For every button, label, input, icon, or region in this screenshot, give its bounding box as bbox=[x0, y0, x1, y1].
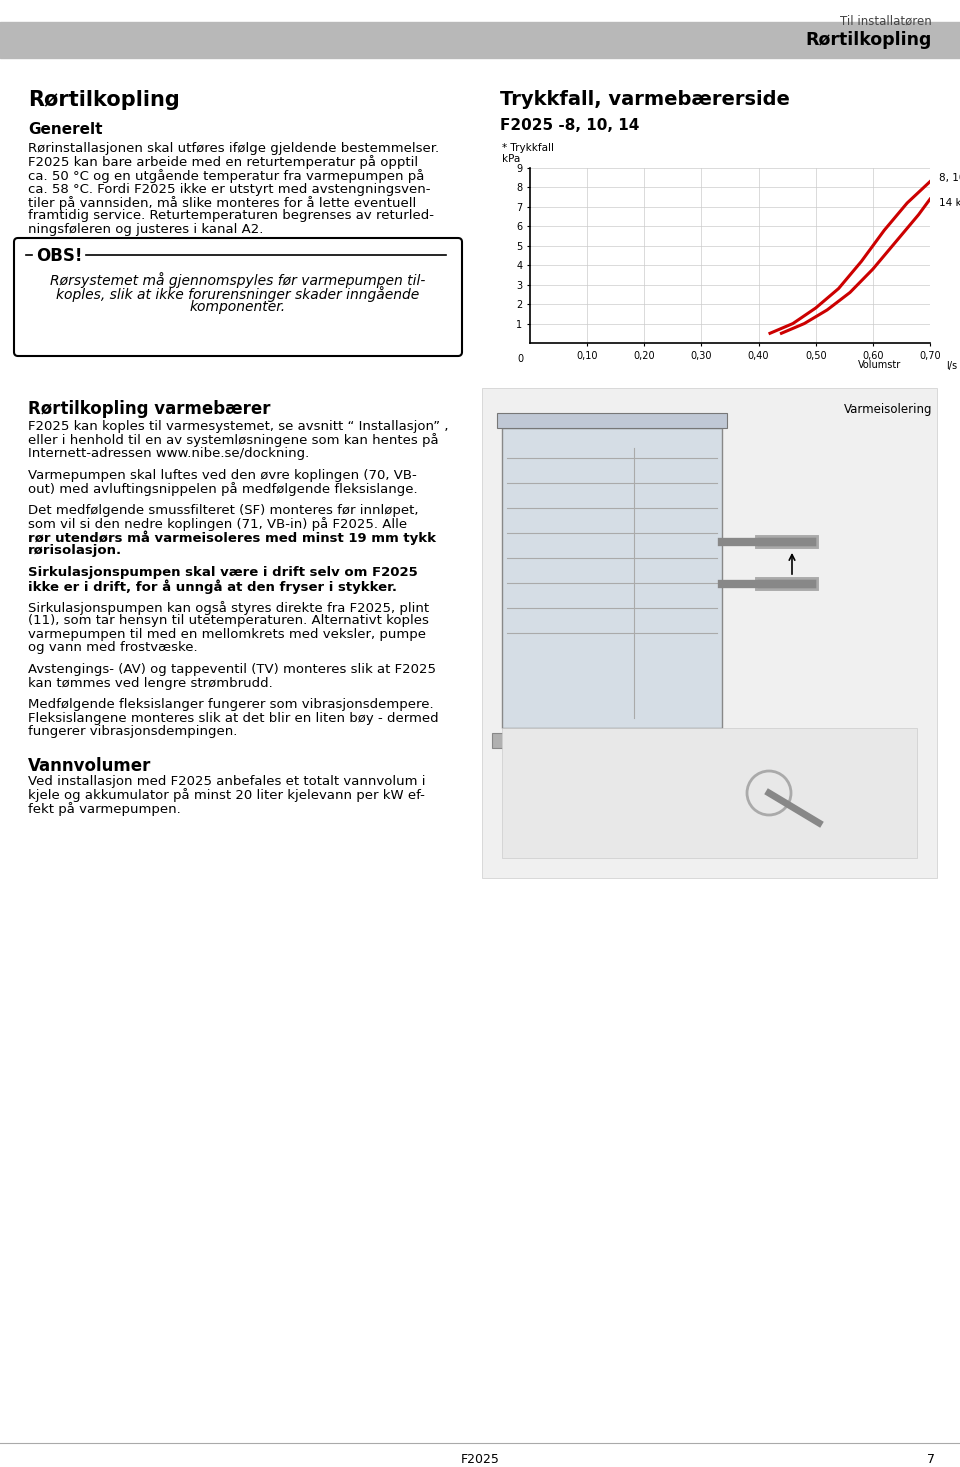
FancyBboxPatch shape bbox=[14, 238, 462, 356]
Text: Til installatøren: Til installatøren bbox=[840, 15, 932, 28]
Text: varmepumpen til med en mellomkrets med veksler, pumpe: varmepumpen til med en mellomkrets med v… bbox=[28, 628, 426, 641]
Text: Vannvolumer: Vannvolumer bbox=[28, 757, 152, 775]
Text: rørisolasjon.: rørisolasjon. bbox=[28, 544, 122, 557]
Bar bbox=[502, 428, 722, 728]
Text: Volumstr: Volumstr bbox=[858, 361, 901, 371]
Text: fungerer vibrasjonsdempingen.: fungerer vibrasjonsdempingen. bbox=[28, 725, 237, 738]
Bar bbox=[482, 387, 937, 879]
Text: kjele og akkumulator på minst 20 liter kjelevann per kW ef-: kjele og akkumulator på minst 20 liter k… bbox=[28, 788, 425, 802]
Text: 0: 0 bbox=[517, 354, 524, 364]
Text: som vil si den nedre koplingen (71, VB-in) på F2025. Alle: som vil si den nedre koplingen (71, VB-i… bbox=[28, 518, 407, 531]
Bar bbox=[502, 728, 917, 858]
Text: F2025 kan bare arbeide med en returtemperatur på opptil: F2025 kan bare arbeide med en returtempe… bbox=[28, 156, 419, 170]
Text: kan tømmes ved lengre strømbrudd.: kan tømmes ved lengre strømbrudd. bbox=[28, 676, 273, 689]
Text: komponenter.: komponenter. bbox=[190, 299, 286, 314]
Text: (11), som tar hensyn til utetemperaturen. Alternativt koples: (11), som tar hensyn til utetemperaturen… bbox=[28, 615, 429, 628]
Text: F2025 -8, 10, 14: F2025 -8, 10, 14 bbox=[500, 117, 639, 133]
Text: F2025: F2025 bbox=[461, 1452, 499, 1466]
Text: Rørtilkopling varmebærer: Rørtilkopling varmebærer bbox=[28, 400, 271, 418]
Text: out) med avluftingsnippelen på medfølgende fleksislange.: out) med avluftingsnippelen på medfølgen… bbox=[28, 483, 418, 496]
Text: Medfølgende fleksislanger fungerer som vibrasjonsdempere.: Medfølgende fleksislanger fungerer som v… bbox=[28, 698, 434, 711]
Text: Generelt: Generelt bbox=[28, 122, 103, 136]
Text: Rørinstallasjonen skal utføres ifølge gjeldende bestemmelser.: Rørinstallasjonen skal utføres ifølge gj… bbox=[28, 142, 439, 156]
Text: rør utendørs må varmeisoleres med minst 19 mm tykk: rør utendørs må varmeisoleres med minst … bbox=[28, 531, 436, 546]
Bar bbox=[0, 22, 960, 59]
Text: ca. 58 °C. Fordi F2025 ikke er utstyrt med avstengningsven-: ca. 58 °C. Fordi F2025 ikke er utstyrt m… bbox=[28, 182, 430, 195]
Text: koples, slik at ikke forurensninger skader inngående: koples, slik at ikke forurensninger skad… bbox=[57, 286, 420, 302]
Text: Rørtilkopling: Rørtilkopling bbox=[28, 89, 180, 110]
Text: fekt på varmepumpen.: fekt på varmepumpen. bbox=[28, 801, 180, 816]
Text: ningsføleren og justeres i kanal A2.: ningsføleren og justeres i kanal A2. bbox=[28, 223, 263, 236]
Text: l/s: l/s bbox=[946, 361, 957, 371]
Text: 14 kW: 14 kW bbox=[939, 198, 960, 208]
Text: ikke er i drift, for å unngå at den fryser i stykker.: ikke er i drift, for å unngå at den frys… bbox=[28, 579, 397, 594]
Text: Sirkulasjonspumpen skal være i drift selv om F2025: Sirkulasjonspumpen skal være i drift sel… bbox=[28, 566, 418, 579]
Text: framtidig service. Returtemperaturen begrenses av returled-: framtidig service. Returtemperaturen beg… bbox=[28, 210, 434, 223]
Text: Varmeisolering: Varmeisolering bbox=[844, 403, 932, 417]
Text: Trykkfall, varmebærerside: Trykkfall, varmebærerside bbox=[500, 89, 790, 109]
Text: OBS!: OBS! bbox=[36, 246, 83, 266]
Text: Ved installasjon med F2025 anbefales et totalt vannvolum i: Ved installasjon med F2025 anbefales et … bbox=[28, 775, 425, 788]
Bar bbox=[492, 734, 732, 748]
Text: 7: 7 bbox=[927, 1452, 935, 1466]
Text: Avstengings- (AV) og tappeventil (TV) monteres slik at F2025: Avstengings- (AV) og tappeventil (TV) mo… bbox=[28, 663, 436, 676]
Text: ca. 50 °C og en utgående temperatur fra varmepumpen på: ca. 50 °C og en utgående temperatur fra … bbox=[28, 169, 424, 183]
Text: F2025 kan koples til varmesystemet, se avsnitt “ Installasjon” ,: F2025 kan koples til varmesystemet, se a… bbox=[28, 420, 448, 433]
Text: eller i henhold til en av systemløsningene som kan hentes på: eller i henhold til en av systemløsninge… bbox=[28, 434, 439, 447]
Text: 8, 10 kW: 8, 10 kW bbox=[939, 173, 960, 183]
Text: Sirkulasjonspumpen kan også styres direkte fra F2025, plint: Sirkulasjonspumpen kan også styres direk… bbox=[28, 601, 429, 615]
Text: Rørsystemet må gjennomspyles før varmepumpen til-: Rørsystemet må gjennomspyles før varmepu… bbox=[50, 271, 425, 288]
Text: Varmepumpen skal luftes ved den øvre koplingen (70, VB-: Varmepumpen skal luftes ved den øvre kop… bbox=[28, 468, 417, 481]
Text: Det medfølgende smussfilteret (SF) monteres før innløpet,: Det medfølgende smussfilteret (SF) monte… bbox=[28, 503, 419, 516]
Text: Internett-adressen www.nibe.se/dockning.: Internett-adressen www.nibe.se/dockning. bbox=[28, 447, 309, 461]
Text: Rørtilkopling: Rørtilkopling bbox=[805, 31, 932, 48]
Text: og vann med frostvæske.: og vann med frostvæske. bbox=[28, 641, 198, 654]
Text: Fleksislangene monteres slik at det blir en liten bøy - dermed: Fleksislangene monteres slik at det blir… bbox=[28, 711, 439, 725]
Text: tiler på vannsiden, må slike monteres for å lette eventuell: tiler på vannsiden, må slike monteres fo… bbox=[28, 197, 417, 210]
Text: kPa: kPa bbox=[502, 154, 520, 164]
Text: * Trykkfall: * Trykkfall bbox=[502, 142, 554, 153]
Bar bbox=[497, 414, 727, 428]
